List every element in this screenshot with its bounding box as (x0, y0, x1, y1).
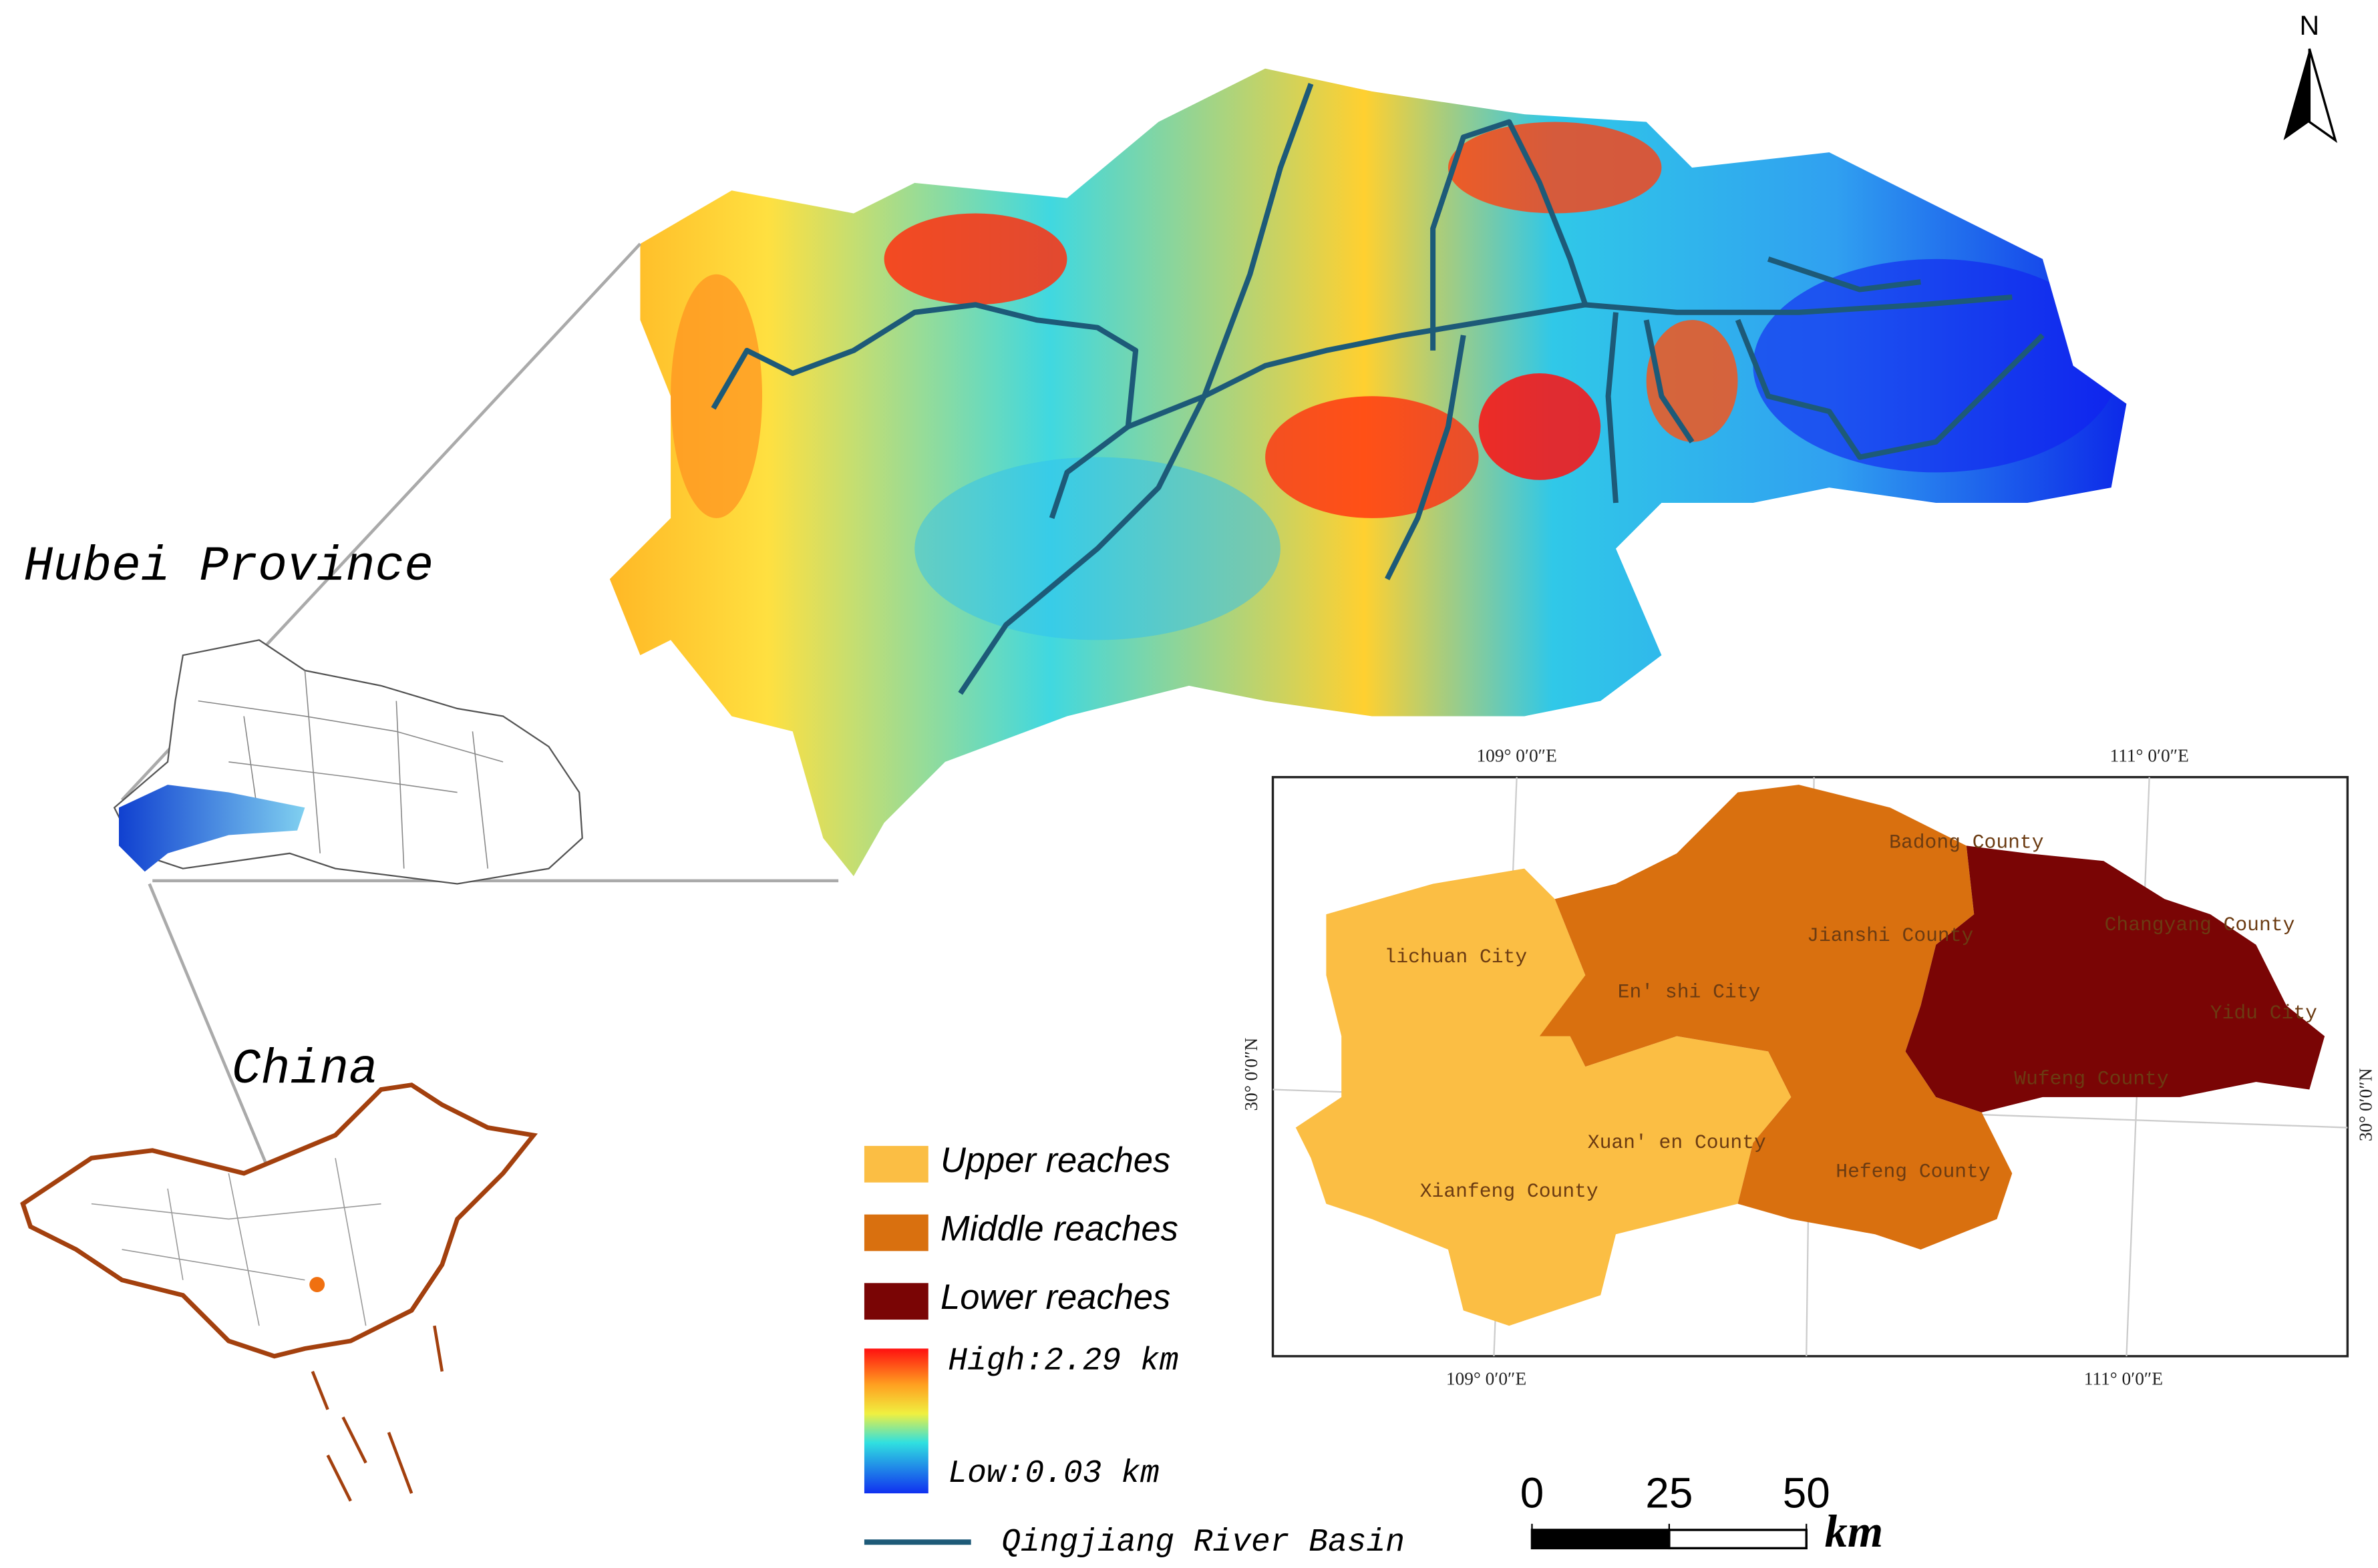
legend-label: Upper reaches (941, 1141, 1170, 1180)
coord-label: 30° 0′0″N (1241, 1038, 1261, 1111)
county-label: Badong County (1889, 831, 2043, 854)
scale-tick-label: 25 (1645, 1469, 1693, 1517)
china-label: China (232, 1042, 378, 1097)
highland (1478, 373, 1601, 480)
coord-label: 111° 0′0″E (2084, 1369, 2163, 1389)
river (1385, 335, 1466, 580)
river-label: Qingjiang River Basin (1001, 1525, 1405, 1561)
legend-swatch (864, 1145, 928, 1183)
highland (671, 274, 763, 518)
legend-swatch (864, 1283, 928, 1320)
highland (884, 213, 1067, 305)
hubei-label: Hubei Province (24, 539, 434, 594)
river (1767, 256, 1921, 292)
coord-label: 111° 0′0″E (2110, 745, 2189, 765)
lower-reaches (1905, 845, 2325, 1113)
middle-reaches (1539, 785, 2013, 1250)
legend-label: Lower reaches (941, 1278, 1170, 1317)
county-label: Yidu City (2210, 1002, 2317, 1024)
inset-map: Badong County lichuan City Jianshi Count… (1241, 745, 2375, 1388)
county-label: lichuan City (1385, 946, 1528, 968)
legend: Upper reaches Middle reaches Lower reach… (864, 1141, 1405, 1561)
legend-label: Middle reaches (941, 1209, 1178, 1249)
dem-map (609, 68, 2127, 877)
county-label: Changyang County (2105, 914, 2295, 936)
river (711, 302, 1139, 520)
lowland (1753, 258, 2119, 473)
river (958, 83, 1314, 695)
china-map (20, 1083, 538, 1502)
hubei-map (113, 639, 583, 885)
district-lines (198, 670, 504, 869)
north-label: N (2299, 10, 2319, 41)
province-lines (91, 1158, 381, 1326)
arrow-half (2308, 48, 2338, 144)
coord-label: 109° 0′0″E (1446, 1369, 1526, 1389)
elevation-ramp (864, 1348, 928, 1494)
coord-label: 30° 0′0″N (2355, 1068, 2375, 1141)
arrow-half (2283, 49, 2310, 140)
river (1430, 119, 1588, 351)
highland (1265, 396, 1479, 518)
county-label: Wufeng County (2014, 1067, 2168, 1090)
south-sea-islands (311, 1325, 444, 1502)
legend-swatch (864, 1214, 928, 1251)
river (1605, 312, 1619, 504)
country-outline (20, 1083, 538, 1359)
river (1643, 319, 1695, 443)
county-label: Jianshi County (1807, 924, 1973, 947)
scale-segment (1668, 1529, 1808, 1550)
rivers (711, 83, 2045, 695)
river (1127, 294, 2013, 429)
county-label: Hefeng County (1836, 1161, 1990, 1183)
highland (1448, 122, 1662, 214)
basin-location (309, 1277, 325, 1292)
leader-line (148, 883, 273, 1177)
upper-reaches (1295, 868, 1792, 1326)
county-label: Xuan' en County (1588, 1131, 1766, 1154)
scale-tick-label: 50 (1783, 1469, 1830, 1517)
coord-label: 109° 0′0″E (1476, 745, 1556, 765)
basin-highlight (119, 785, 305, 872)
north-arrow: N (2283, 10, 2338, 144)
county-label: En' shi City (1618, 980, 1761, 1003)
elevation-high: High:2.29 km (948, 1343, 1178, 1379)
county-label: Xianfeng County (1420, 1180, 1598, 1203)
river (1735, 319, 2045, 460)
elevation-low: Low:0.03 km (948, 1456, 1159, 1492)
scale-unit: km (1825, 1506, 1883, 1557)
scale-segment (1530, 1529, 1671, 1550)
scale-tick-label: 0 (1520, 1469, 1544, 1517)
